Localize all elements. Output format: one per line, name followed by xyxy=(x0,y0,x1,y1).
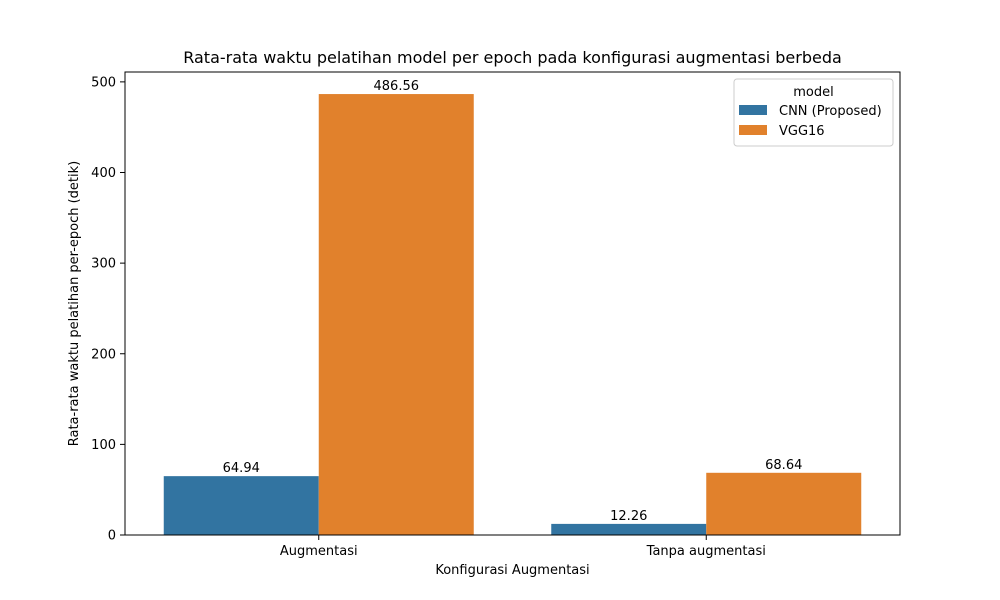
legend-title: model xyxy=(793,85,833,100)
y-tick-label: 500 xyxy=(91,75,116,90)
data-label: 486.56 xyxy=(374,79,420,94)
y-tick-label: 200 xyxy=(91,347,116,362)
plot-area: 64.94 12.26 486.56 68.64 xyxy=(124,71,901,536)
legend-label-cnn: CNN (Proposed) xyxy=(779,104,882,119)
legend-swatch-cnn xyxy=(739,105,767,115)
x-tick-label: Tanpa augmentasi xyxy=(646,544,766,559)
bar-cnn-1 xyxy=(551,523,707,535)
legend-label-vgg16: VGG16 xyxy=(779,124,825,139)
y-axis-label: Rata-rata waktu pelatihan per-epoch (det… xyxy=(67,161,82,447)
bar-vgg16-0 xyxy=(318,94,474,535)
bar-cnn-0 xyxy=(163,476,319,535)
legend-box xyxy=(733,78,894,147)
legend: model CNN (Proposed) VGG16 xyxy=(733,78,894,147)
y-tick-label: 0 xyxy=(108,529,116,544)
y-tick-label: 100 xyxy=(91,438,116,453)
data-label: 12.26 xyxy=(610,509,647,524)
axes-frame xyxy=(124,71,901,536)
data-label: 64.94 xyxy=(223,461,260,476)
legend-swatch-vgg16 xyxy=(739,125,767,135)
y-axis: 0 100 200 300 400 500 xyxy=(91,75,125,544)
y-tick-label: 400 xyxy=(91,166,116,181)
chart-title: Rata-rata waktu pelatihan model per epoc… xyxy=(183,48,842,67)
x-axis: Augmentasi Tanpa augmentasi xyxy=(280,535,766,559)
x-axis-label: Konfigurasi Augmentasi xyxy=(435,563,589,578)
x-tick-label: Augmentasi xyxy=(280,544,358,559)
y-tick-label: 300 xyxy=(91,257,116,272)
bar-vgg16-1 xyxy=(706,472,862,535)
data-label: 68.64 xyxy=(765,458,802,473)
